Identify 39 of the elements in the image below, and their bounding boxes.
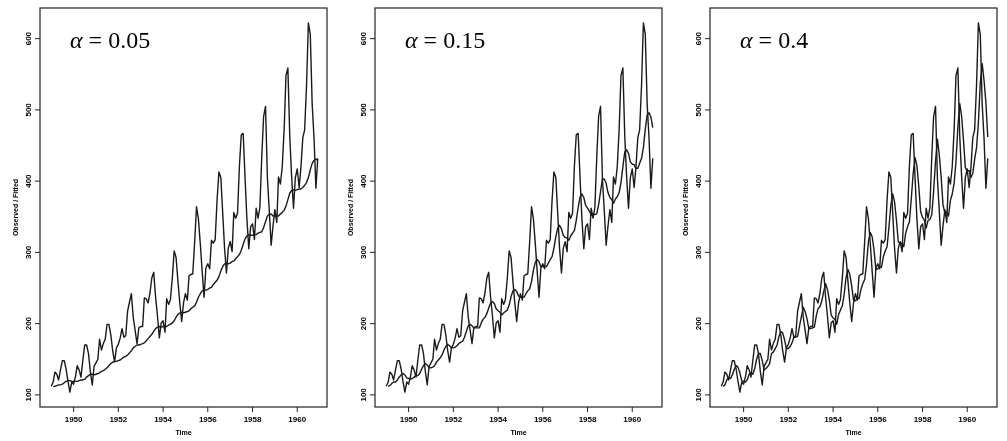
x-tick-label: 1960 bbox=[623, 415, 642, 424]
x-tick-label: 1952 bbox=[779, 415, 798, 424]
y-tick-label: 300 bbox=[24, 245, 33, 260]
text: α = 0.05 bbox=[70, 27, 151, 53]
y-tick-label: 400 bbox=[694, 173, 703, 188]
x-tick-label: 1960 bbox=[958, 415, 977, 424]
y-tick-label: 600 bbox=[694, 31, 703, 46]
x-tick-label: 1958 bbox=[243, 415, 262, 424]
x-tick-label: 1958 bbox=[578, 415, 597, 424]
y-tick-label: 500 bbox=[694, 102, 703, 117]
x-tick-label: 1960 bbox=[288, 415, 307, 424]
x-tick-label: 1954 bbox=[824, 415, 843, 424]
y-tick-label: 500 bbox=[359, 102, 368, 117]
y-tick-label: 100 bbox=[694, 387, 703, 402]
x-tick-label: 1950 bbox=[734, 415, 754, 424]
y-tick-label: 200 bbox=[694, 316, 703, 331]
y-tick-label: 600 bbox=[359, 31, 368, 46]
x-tick-label: 1954 bbox=[154, 415, 173, 424]
x-tick-label: 1956 bbox=[533, 415, 553, 424]
y-tick-label: 600 bbox=[24, 31, 33, 46]
text: α = 0.4 bbox=[740, 27, 809, 53]
y-tick-label: 100 bbox=[359, 387, 368, 402]
y-tick-label: 300 bbox=[359, 245, 368, 260]
x-tick-label: 1952 bbox=[109, 415, 128, 424]
y-tick-label: 300 bbox=[694, 245, 703, 260]
y-tick-label: 400 bbox=[24, 173, 33, 188]
x-tick-label: 1950 bbox=[64, 415, 84, 424]
x-tick-label: 1956 bbox=[198, 415, 218, 424]
y-tick-label: 400 bbox=[359, 173, 368, 188]
text: α = 0.15 bbox=[405, 27, 486, 53]
x-tick-label: 1956 bbox=[868, 415, 888, 424]
y-tick-label: 200 bbox=[359, 316, 368, 331]
x-tick-label: 1958 bbox=[913, 415, 932, 424]
y-tick-label: 500 bbox=[24, 102, 33, 117]
y-tick-label: 100 bbox=[24, 387, 33, 402]
y-tick-label: 200 bbox=[24, 316, 33, 331]
x-tick-label: 1952 bbox=[444, 415, 463, 424]
x-tick-label: 1950 bbox=[399, 415, 419, 424]
x-tick-label: 1954 bbox=[489, 415, 508, 424]
